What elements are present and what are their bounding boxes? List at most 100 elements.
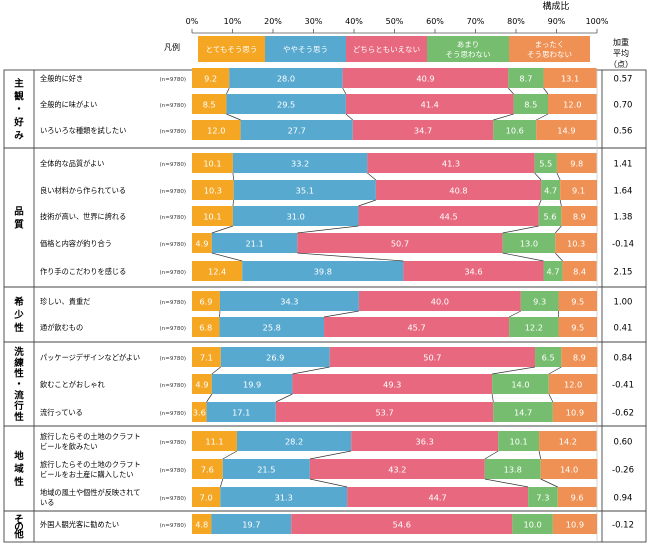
group-label: 観 — [14, 91, 24, 103]
x-tick-label: 70% — [467, 17, 485, 26]
row-label: 旅行したらその土地のクラフト — [40, 460, 141, 469]
x-tick-label: 50% — [386, 17, 404, 26]
sample-size-label: (n=9780) — [160, 162, 186, 168]
data-label: 10.9 — [566, 408, 584, 418]
sample-size-label: (n=9780) — [160, 356, 186, 362]
x-tick-label: 30% — [305, 17, 323, 26]
data-label: 10.9 — [566, 520, 584, 530]
row-label: いろいろな種類を試したい — [40, 126, 126, 135]
sample-size-label: (n=9780) — [160, 523, 186, 529]
data-label: 14.0 — [511, 380, 529, 390]
data-label: 8.7 — [519, 74, 532, 84]
data-label: 13.0 — [520, 239, 538, 249]
connector-line — [223, 451, 237, 459]
data-label: 9.6 — [571, 493, 584, 503]
data-label: 10.6 — [506, 126, 524, 136]
sample-size-label: (n=9780) — [160, 77, 186, 83]
data-label: 9.1 — [572, 186, 585, 196]
data-label: 7.0 — [200, 493, 213, 503]
data-label: 29.5 — [277, 100, 295, 110]
connector-line — [535, 173, 541, 180]
group-label: み — [14, 131, 24, 142]
row-label: 全般的に味がよい — [40, 100, 97, 109]
data-label: 10.1 — [203, 212, 221, 222]
row-label: いる — [40, 498, 54, 507]
legend-label: あまり — [457, 40, 480, 49]
x-tick-label: 60% — [426, 17, 444, 26]
connector-line — [555, 226, 561, 233]
connector-line — [220, 479, 222, 487]
data-label: 19.9 — [243, 380, 261, 390]
data-label: 39.8 — [314, 267, 332, 277]
row-label: 通が飲むもの — [40, 323, 83, 332]
sample-size-label: (n=9780) — [160, 215, 186, 221]
group-label: 品 — [14, 207, 24, 218]
data-label: 31.0 — [287, 212, 305, 222]
weighted-avg-value: 1.64 — [614, 187, 633, 197]
data-label: 5.5 — [539, 159, 552, 169]
weighted-avg-value: 0.41 — [614, 324, 633, 334]
legend-label: そう思わない — [527, 50, 572, 59]
data-label: 12.4 — [208, 267, 226, 277]
row-label: 技術が高い、世界に誇れる — [40, 212, 126, 221]
connector-line — [226, 88, 229, 94]
connector-line — [508, 88, 513, 94]
legend-label: そう思わない — [446, 50, 491, 59]
group-label: 他 — [13, 529, 24, 541]
data-label: 17.1 — [232, 408, 250, 418]
row-label: 珍しい、貴重だ — [40, 297, 90, 306]
data-label: 50.7 — [391, 239, 409, 249]
data-label: 8.9 — [573, 212, 586, 222]
sample-size-label: (n=9780) — [160, 270, 186, 276]
group-label: 練 — [14, 357, 24, 369]
data-label: 13.1 — [561, 74, 579, 84]
row-label: 全体的な品質がよい — [40, 159, 104, 168]
connector-line — [549, 394, 553, 402]
data-label: 27.7 — [288, 126, 306, 136]
group-label: 性 — [14, 368, 24, 380]
data-label: 21.1 — [245, 239, 263, 249]
connector-line — [493, 114, 513, 120]
data-label: 10.1 — [510, 437, 528, 447]
data-label: 11.1 — [205, 437, 223, 447]
data-label: 7.6 — [201, 465, 214, 475]
data-label: 44.7 — [429, 493, 447, 503]
data-label: 31.3 — [275, 493, 293, 503]
data-label: 36.3 — [416, 437, 434, 447]
weighted-avg-value: 0.56 — [614, 127, 633, 137]
sample-size-label: (n=9780) — [160, 383, 186, 389]
data-label: 34.7 — [414, 126, 432, 136]
data-label: 54.6 — [393, 520, 411, 530]
weighted-avg-value: 0.84 — [614, 354, 633, 364]
connector-line — [485, 451, 498, 459]
row-label: 全般的に好き — [40, 74, 83, 83]
connector-line — [557, 173, 560, 180]
row-label: 流行っている — [40, 408, 83, 417]
row-label: 価格と内容が釣り合う — [40, 239, 112, 248]
connector-line — [492, 367, 535, 374]
data-label: 40.0 — [431, 297, 449, 307]
avg-header: （点） — [609, 60, 633, 69]
x-tick-label: 80% — [507, 17, 525, 26]
connector-line — [276, 394, 293, 402]
group-label: 地 — [14, 450, 24, 462]
weighted-avg-value: -0.14 — [612, 240, 634, 250]
sample-size-label: (n=9780) — [160, 189, 186, 195]
data-label: 40.8 — [449, 186, 467, 196]
legend-label: ややそう思う — [283, 45, 328, 54]
legend-label: どちらともいえない — [353, 45, 420, 54]
data-label: 9.8 — [570, 159, 583, 169]
weighted-avg-value: -0.62 — [612, 409, 634, 419]
data-label: 8.9 — [573, 353, 586, 363]
connector-line — [226, 114, 240, 120]
row-label: 良い材料から作られている — [40, 186, 126, 195]
data-label: 12.0 — [564, 380, 582, 390]
connector-line — [536, 114, 548, 120]
x-tick-label: 40% — [345, 17, 363, 26]
